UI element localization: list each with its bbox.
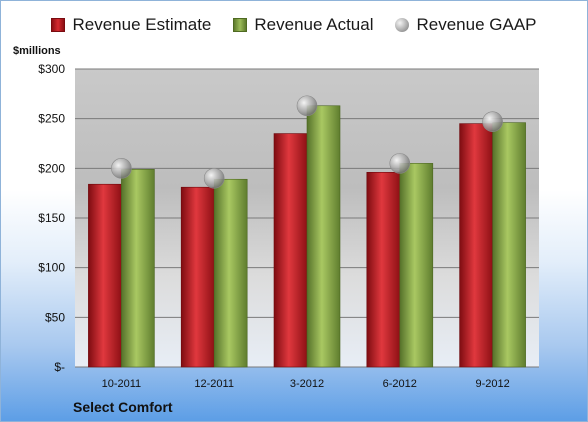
- legend-item-estimate: Revenue Estimate: [51, 15, 211, 35]
- legend-label-estimate: Revenue Estimate: [72, 15, 212, 34]
- y-tick-label: $150: [38, 211, 65, 225]
- marker-revenue-gaap: [482, 111, 503, 132]
- x-axis-ticks: 10-2011 12-2011 3-2012 6-2012 9-2012: [102, 378, 510, 390]
- marker-revenue-gaap: [111, 158, 132, 179]
- company-name: Select Comfort: [73, 399, 173, 415]
- bar-revenue-estimate: [273, 133, 308, 368]
- y-tick-label: $250: [38, 112, 65, 126]
- legend: Revenue Estimate Revenue Actual Revenue …: [1, 15, 587, 35]
- y-tick-label: $300: [38, 62, 65, 76]
- y-axis-unit-label: $millions: [13, 45, 61, 57]
- x-tick-label: 6-2012: [383, 378, 417, 390]
- gaap-markers: [111, 95, 503, 189]
- bar-revenue-actual: [213, 178, 248, 368]
- legend-swatch-actual: [233, 18, 248, 32]
- marker-revenue-gaap: [389, 153, 411, 174]
- x-tick-label: 3-2012: [290, 378, 324, 390]
- bar-revenue-actual: [399, 163, 434, 368]
- marker-revenue-gaap: [296, 95, 318, 117]
- y-tick-label: $200: [38, 161, 65, 175]
- bar-revenue-estimate: [180, 186, 215, 368]
- bar-revenue-estimate: [366, 172, 401, 368]
- legend-label-gaap: Revenue GAAP: [416, 15, 537, 34]
- bar-revenue-estimate: [459, 123, 493, 368]
- y-tick-label: $50: [45, 310, 65, 324]
- legend-marker-gaap: [395, 18, 410, 32]
- legend-label-actual: Revenue Actual: [254, 15, 374, 34]
- bar-revenue-actual: [492, 122, 526, 368]
- legend-item-gaap: Revenue GAAP: [395, 15, 537, 35]
- bars: [88, 105, 526, 368]
- y-tick-label: $-: [54, 360, 65, 374]
- marker-revenue-gaap: [203, 167, 225, 189]
- legend-item-actual: Revenue Actual: [233, 15, 373, 35]
- x-tick-label: 9-2012: [475, 378, 509, 390]
- y-axis-ticks: $- $50 $100 $150 $200 $250 $300: [38, 62, 65, 374]
- bar-revenue-estimate: [88, 183, 122, 368]
- bar-revenue-actual: [306, 105, 341, 368]
- y-tick-label: $100: [38, 261, 65, 275]
- x-tick-label: 12-2011: [194, 378, 234, 390]
- legend-swatch-estimate: [51, 18, 66, 32]
- bar-revenue-actual: [121, 169, 155, 368]
- x-tick-label: 10-2011: [102, 378, 142, 390]
